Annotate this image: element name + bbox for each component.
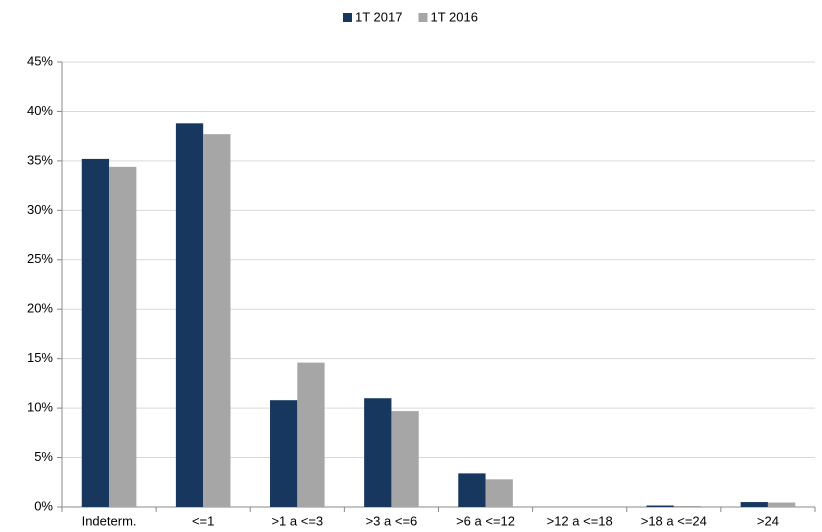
legend-swatch (343, 13, 352, 22)
legend-swatch (418, 13, 428, 22)
bar (175, 123, 204, 508)
bar (740, 502, 768, 507)
y-tick-label: 40% (27, 103, 53, 118)
y-tick-label: 35% (27, 152, 53, 167)
bar (270, 400, 298, 507)
x-tick-label: <=1 (192, 513, 214, 528)
y-tick-label: 0% (34, 498, 53, 513)
x-tick-label: >12 a <=18 (547, 513, 613, 528)
y-tick-label: 15% (27, 350, 53, 365)
y-tick-label: 30% (27, 202, 53, 217)
bar (109, 166, 137, 508)
x-tick-label: >24 (757, 513, 779, 528)
y-tick-label: 45% (27, 53, 53, 68)
x-tick-label: >18 a <=24 (641, 513, 707, 528)
bar (364, 398, 392, 507)
bar (646, 505, 674, 507)
x-tick-label: Indeterm. (82, 513, 137, 528)
legend-label: 1T 2016 (430, 9, 477, 24)
bar (203, 134, 231, 507)
x-tick-label: >6 a <=12 (456, 513, 515, 528)
y-tick-label: 5% (34, 449, 53, 464)
legend-label: 1T 2017 (355, 9, 402, 24)
bar (767, 502, 796, 507)
bar (297, 362, 325, 507)
x-tick-label: >1 a <=3 (271, 513, 323, 528)
y-tick-label: 20% (27, 301, 53, 316)
bar (81, 158, 110, 507)
bar (391, 411, 419, 507)
y-tick-label: 10% (27, 400, 53, 415)
y-tick-label: 25% (27, 251, 53, 266)
bar (458, 473, 486, 507)
bar (485, 479, 513, 507)
x-tick-label: >3 a <=6 (366, 513, 418, 528)
bar (673, 506, 702, 507)
